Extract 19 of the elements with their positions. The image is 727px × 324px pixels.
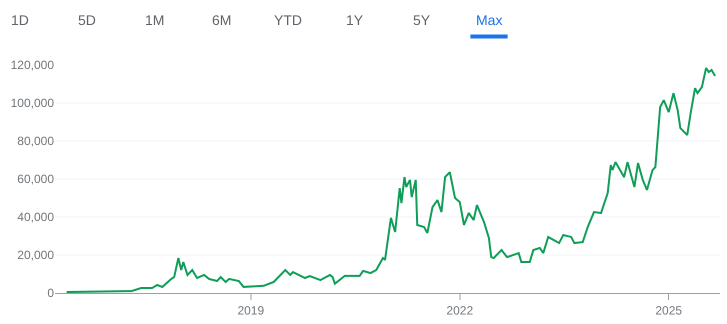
y-tick-label: 80,000 [17, 134, 54, 148]
text: 1D [11, 12, 29, 28]
text: YTD [274, 12, 302, 28]
text: 1M [145, 12, 164, 28]
y-tick-label: 0 [47, 286, 54, 300]
line-series [66, 67, 716, 293]
y-tick-label: 120,000 [10, 58, 54, 72]
text: 6M [212, 12, 232, 28]
y-tick-label: 20,000 [17, 248, 54, 262]
y-tick-label: 40,000 [17, 210, 54, 224]
text: Max [476, 12, 502, 28]
x-tick-label: 2019 [237, 303, 264, 318]
text: 5D [78, 12, 96, 28]
text: 5Y [413, 12, 431, 28]
x-tick-label: 2025 [655, 303, 682, 318]
x-tick-label: 2022 [446, 303, 474, 318]
y-tick-label: 100,000 [10, 96, 54, 110]
text: 1Y [346, 12, 364, 28]
y-tick-label: 60,000 [17, 172, 54, 186]
